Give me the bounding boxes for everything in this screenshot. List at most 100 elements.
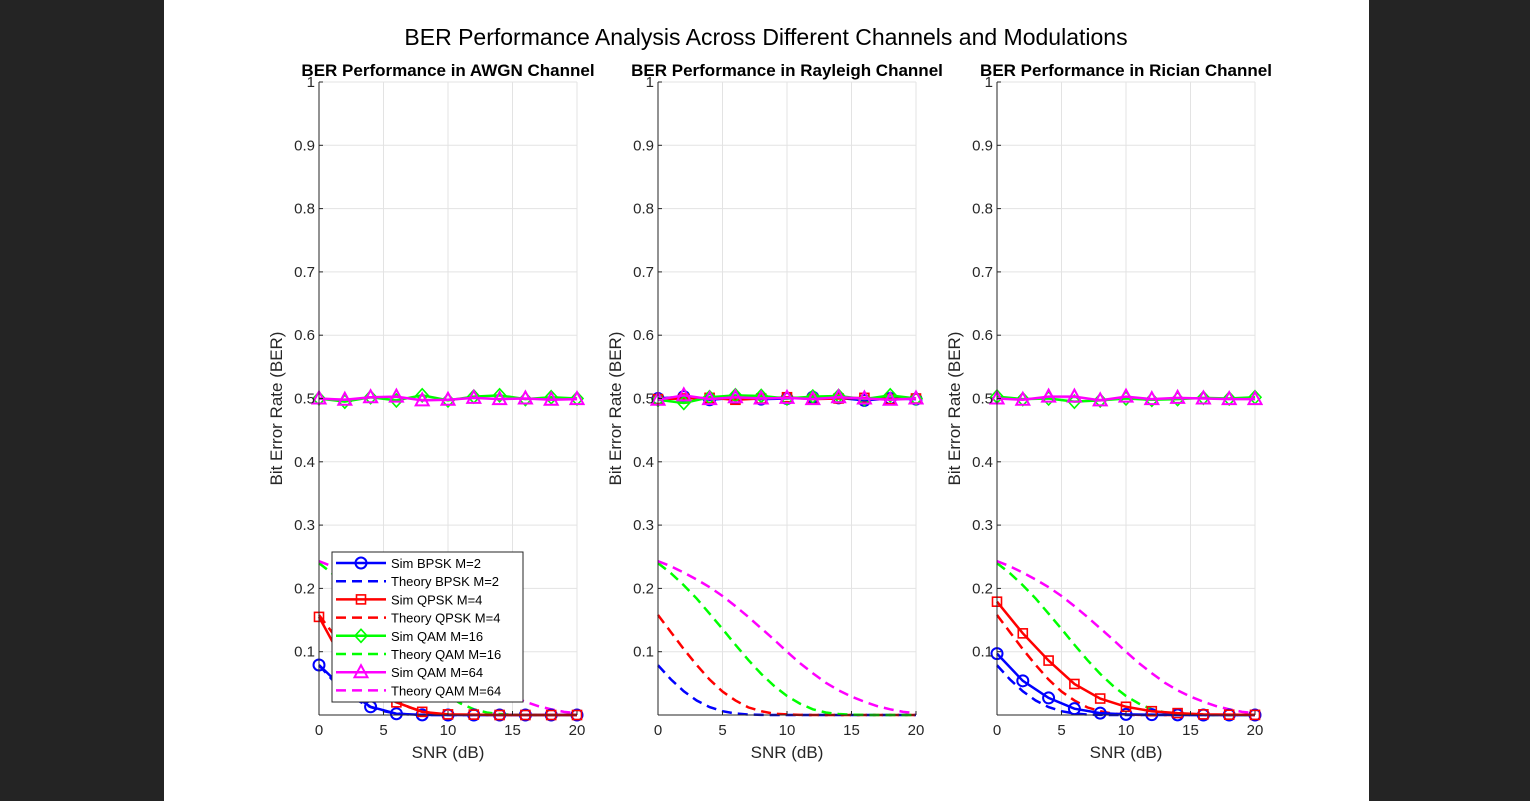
y-tick-label: 0.8 xyxy=(294,201,315,218)
legend-sim-qam-m-64-marker xyxy=(352,663,370,679)
series-sim-qam-m-64-point xyxy=(753,389,770,405)
x-tick-label: 10 xyxy=(440,722,457,739)
series-sim-qpsk-m-4-point xyxy=(1198,709,1209,720)
x-tick-label: 5 xyxy=(718,722,726,739)
series-sim-qam-m-16-point xyxy=(1067,393,1082,410)
series-sim-qpsk-m-4-point xyxy=(1146,705,1158,717)
series-sim-qpsk-m-4-point xyxy=(1043,655,1054,666)
series-sim-qam-m-64-line xyxy=(318,395,578,402)
series-sim-qam-m-64-line xyxy=(996,395,1255,402)
legend-sim-qpsk-m-4-marker xyxy=(355,594,367,605)
series-sim-qam-m-64-point xyxy=(804,390,821,406)
y-axis-label: Bit Error Rate (BER) xyxy=(267,332,286,486)
y-tick-label: 0.7 xyxy=(633,264,654,281)
legend-theory-qam-m-16-label: Theory QAM M=16 xyxy=(391,647,501,662)
series-theory-qam-m-64-line xyxy=(996,560,1256,715)
series-sim-qam-m-64-point xyxy=(439,390,457,406)
y-tick-label: 0.8 xyxy=(633,201,654,218)
series-sim-qam-m-64-point xyxy=(1195,389,1212,405)
series-sim-bpsk-m-2-point xyxy=(1067,702,1081,716)
series-sim-bpsk-m-2-point xyxy=(1093,706,1107,720)
legend-theory-qam-m-64-label: Theory QAM M=64 xyxy=(391,683,501,698)
y-tick-label: 0.5 xyxy=(972,391,993,408)
chart-3: 0 5 10 15 20 0.1 0.2 0.3 0.4 0.5 0.6 0.7 0.8 0.9 1 SNR … xyxy=(945,61,1272,762)
chart-2: 0 5 10 15 20 0.1 0.2 0.3 0.4 0.5 0.6 0.7 0.8 0.9 1 SNR … xyxy=(606,61,943,762)
legend-sim-bpsk-m-2-marker xyxy=(354,556,368,570)
figure-svg: BER Performance Analysis Across Differen… xyxy=(267,24,1272,762)
y-tick-label: 0.9 xyxy=(633,137,654,154)
x-tick-label: 0 xyxy=(993,722,1001,739)
x-tick-label: 15 xyxy=(504,722,521,739)
y-tick-label: 0.7 xyxy=(294,264,315,281)
series-sim-qam-m-16-point xyxy=(754,388,769,404)
y-tick-label: 0.6 xyxy=(633,327,654,344)
y-tick-label: 0.9 xyxy=(294,137,315,154)
legend-sim-qam-m-16-marker xyxy=(353,628,369,644)
x-tick-label: 10 xyxy=(779,722,796,739)
figure-canvas: BER Performance Analysis Across Differen… xyxy=(164,0,1369,801)
series-sim-qam-m-16-point xyxy=(1093,392,1108,409)
series-sim-qpsk-m-4-point xyxy=(1017,628,1029,639)
series-sim-qam-m-64-point xyxy=(882,390,899,406)
series-sim-qam-m-16-point xyxy=(805,388,820,405)
series-sim-bpsk-m-2-point xyxy=(1042,691,1056,705)
series-sim-qam-m-64-point xyxy=(856,389,873,405)
x-tick-label: 15 xyxy=(843,722,860,739)
series-sim-qam-m-64-point xyxy=(543,390,560,406)
series-sim-qam-m-64-point xyxy=(362,388,379,404)
series-sim-qam-m-64-point xyxy=(1169,388,1186,404)
y-tick-label: 0.3 xyxy=(633,517,654,534)
series-sim-qam-m-64-point xyxy=(830,388,847,404)
series-sim-qam-m-64-point xyxy=(491,390,508,406)
y-tick-label: 0.2 xyxy=(972,580,993,597)
figure-suptitle: BER Performance Analysis Across Differen… xyxy=(404,24,1127,50)
series-sim-qam-m-64-point xyxy=(727,388,744,404)
series-sim-qam-m-64-point xyxy=(414,391,431,407)
legend-sim-bpsk-m-2-label: Sim BPSK M=2 xyxy=(391,556,481,571)
x-tick-label: 20 xyxy=(569,722,586,739)
series-sim-qam-m-16-point xyxy=(363,389,378,405)
y-tick-label: 0.4 xyxy=(972,454,993,471)
legend-theory-bpsk-m-2-label: Theory BPSK M=2 xyxy=(391,574,499,589)
series-sim-qam-m-64-point xyxy=(1040,387,1057,403)
legend: Sim BPSK M=2 Theory BPSK M=2 Sim QPSK M=4 T… xyxy=(331,551,524,703)
x-tick-label: 20 xyxy=(1247,722,1264,739)
series-sim-qpsk-m-4-point xyxy=(1094,693,1106,704)
y-axis-label: Bit Error Rate (BER) xyxy=(606,332,625,486)
x-tick-label: 10 xyxy=(1118,722,1135,739)
legend-theory-qpsk-m-4-label: Theory QPSK M=4 xyxy=(391,611,500,626)
series-sim-qam-m-64-point xyxy=(336,390,353,406)
series-sim-qam-m-64-point xyxy=(778,388,796,404)
series-sim-qpsk-m-4-point xyxy=(1172,707,1183,719)
series-sim-qpsk-m-4-point xyxy=(416,706,428,718)
series-sim-bpsk-m-2-point xyxy=(389,707,403,721)
y-tick-label: 0.6 xyxy=(294,327,315,344)
series-sim-qam-m-64-point xyxy=(517,389,534,405)
series-sim-qam-m-64-point xyxy=(701,390,718,406)
series-sim-bpsk-m-2-point xyxy=(1119,707,1133,721)
y-tick-label: 0.3 xyxy=(972,517,993,534)
y-tick-label: 1 xyxy=(646,74,654,91)
y-tick-label: 0.2 xyxy=(294,580,315,597)
x-tick-label: 20 xyxy=(908,722,925,739)
legend-sim-qam-m-16-label: Sim QAM M=16 xyxy=(391,629,483,644)
series-sim-qam-m-64-point xyxy=(568,390,585,406)
series-sim-qam-m-64-point xyxy=(1014,390,1031,406)
x-axis-label: SNR (dB) xyxy=(751,743,824,762)
series-sim-qam-m-64-point xyxy=(1066,387,1083,403)
chart-title: BER Performance in AWGN Channel xyxy=(301,61,594,80)
chart-title: BER Performance in Rayleigh Channel xyxy=(631,61,943,80)
series-sim-qam-m-64-line xyxy=(657,394,917,402)
x-axis-label: SNR (dB) xyxy=(412,743,485,762)
x-axis-label: SNR (dB) xyxy=(1090,743,1163,762)
y-tick-label: 0.6 xyxy=(972,327,993,344)
series-sim-qam-m-16-point xyxy=(492,387,507,404)
y-tick-label: 0.4 xyxy=(633,454,654,471)
y-tick-label: 0.9 xyxy=(972,137,993,154)
series-theory-qam-m-64-line xyxy=(657,560,917,715)
series-sim-qam-m-64-point xyxy=(1117,387,1135,403)
y-tick-label: 0.8 xyxy=(972,201,993,218)
x-tick-label: 0 xyxy=(315,722,323,739)
series-sim-qam-m-64-point xyxy=(465,388,482,404)
series-sim-qam-m-16-point xyxy=(908,390,924,407)
